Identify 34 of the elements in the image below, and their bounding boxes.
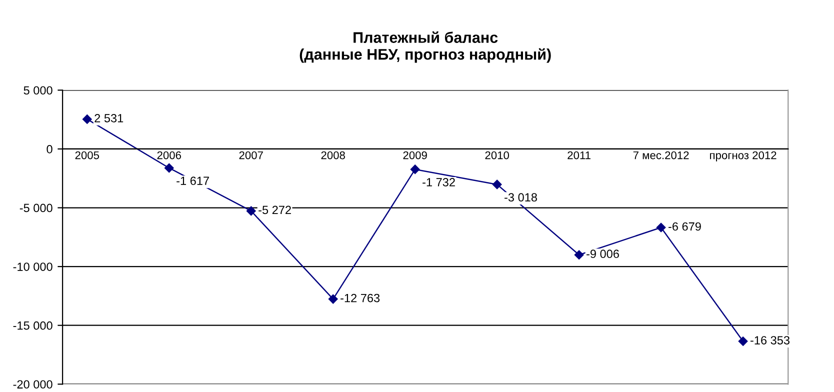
x-tick-label: 2006 bbox=[157, 151, 182, 160]
data-label: -3 018 bbox=[504, 193, 537, 202]
data-label: -12 763 bbox=[340, 294, 380, 302]
point bbox=[492, 180, 502, 190]
x-tick-label: 2009 bbox=[403, 151, 427, 160]
x-tick-label: 2007 bbox=[239, 151, 263, 160]
data-label: -6 679 bbox=[668, 222, 701, 231]
point bbox=[656, 222, 666, 232]
data-label: -16 353 bbox=[750, 336, 790, 344]
chart-title: Платежный баланс (данные НБУ, прогноз народный) bbox=[300, 31, 551, 63]
point bbox=[410, 164, 420, 174]
data-label: -9 006 bbox=[586, 250, 619, 258]
y-tick-label: 5 000 bbox=[24, 86, 52, 95]
x-tick-label: 7 мес.2012 bbox=[633, 151, 689, 160]
x-tick-label: 2011 bbox=[568, 151, 590, 160]
data-label: 2 531 bbox=[94, 114, 124, 122]
point bbox=[738, 336, 748, 346]
point bbox=[574, 250, 584, 260]
data-label: -5 272 bbox=[258, 206, 291, 214]
point bbox=[328, 294, 338, 304]
y-tick-label: -15 000 bbox=[13, 321, 52, 330]
x-tick-label: 2005 bbox=[75, 151, 100, 160]
y-tick-label: -10 000 bbox=[13, 262, 52, 271]
point bbox=[246, 206, 256, 216]
x-tick-label: прогноз 2012 bbox=[710, 151, 776, 162]
y-tick-label: -5 000 bbox=[20, 204, 52, 212]
y-tick-label: -20 000 bbox=[13, 380, 52, 389]
data-label: -1 617 bbox=[176, 176, 209, 186]
y-tick-label: 0 bbox=[46, 144, 52, 154]
data-label: -1 732 bbox=[422, 178, 455, 186]
point bbox=[164, 163, 174, 173]
x-tick-label: 2008 bbox=[321, 151, 345, 160]
x-tick-label: 2010 bbox=[485, 151, 510, 160]
point bbox=[82, 114, 92, 124]
